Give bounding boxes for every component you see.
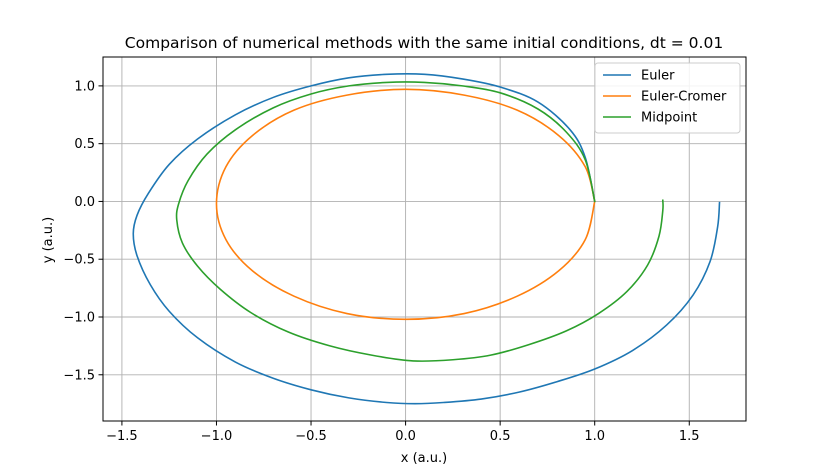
legend: Euler Euler-Cromer Midpoint xyxy=(594,62,741,134)
y-tick-label: −0.5 xyxy=(63,253,95,268)
y-tick-label: 1.0 xyxy=(74,79,95,94)
x-axis-label: x (a.u.) xyxy=(401,451,447,466)
axes-frame xyxy=(102,56,747,422)
legend-label-euler: Euler xyxy=(641,69,675,84)
series-layer xyxy=(132,73,721,405)
x-tick-label: 0.0 xyxy=(395,429,416,444)
chart-title: Comparison of numerical methods with the… xyxy=(125,34,723,52)
series-line-midpoint xyxy=(175,81,664,362)
x-tick-label: 1.5 xyxy=(679,429,700,444)
y-axis-label: y (a.u.) xyxy=(41,217,56,263)
legend-label-euler-cromer: Euler-Cromer xyxy=(641,90,727,105)
grid xyxy=(103,57,746,421)
x-tick-label: 1.0 xyxy=(584,429,605,444)
series-line-euler xyxy=(132,73,721,405)
x-tick-label: 0.5 xyxy=(490,429,511,444)
x-tick-label: −0.5 xyxy=(295,429,327,444)
ticks: −1.5 −1.0 −0.5 0.0 0.5 1.0 1.5 −1.5 −1.0 −0.5 0.0 0… xyxy=(63,79,699,444)
y-tick-label: 0.0 xyxy=(74,195,95,210)
legend-label-midpoint: Midpoint xyxy=(641,111,697,126)
x-tick-label: −1.0 xyxy=(201,429,233,444)
y-tick-label: −1.0 xyxy=(63,311,95,326)
y-tick-label: −1.5 xyxy=(63,368,95,383)
x-tick-label: −1.5 xyxy=(106,429,138,444)
legend-box xyxy=(594,62,741,134)
series-line-euler-cromer xyxy=(215,88,596,321)
y-tick-label: 0.5 xyxy=(74,137,95,152)
